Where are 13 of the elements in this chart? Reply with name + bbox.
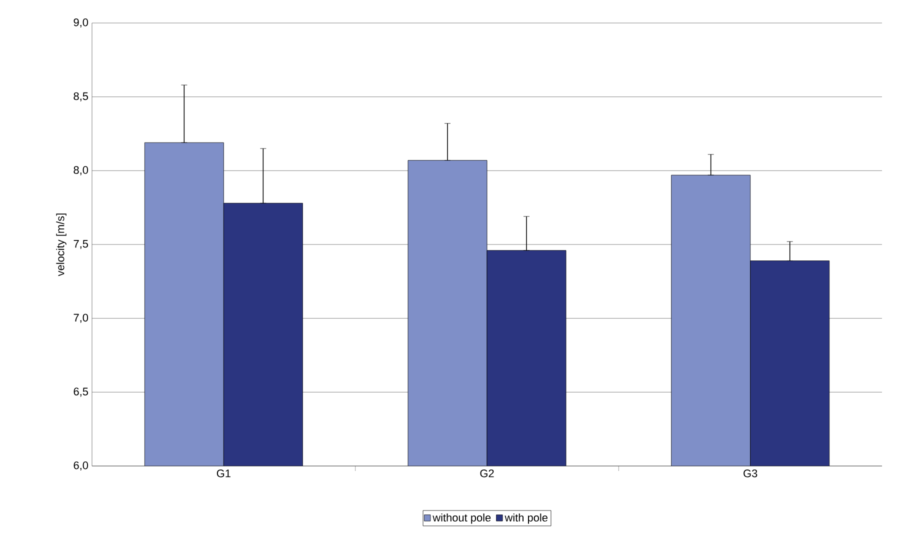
y-tick-label: 6,0 [74,461,88,471]
x-tick-label: G1 [216,470,230,478]
legend-label: without pole [432,513,491,524]
y-tick-label: 6,5 [74,388,88,397]
x-tick-label: G3 [744,470,758,478]
y-tick-label: 8,0 [74,166,88,176]
y-tick-label: 7,0 [74,314,88,323]
x-tick-label: G2 [480,470,494,478]
y-tick-label: 7,5 [74,240,88,249]
y-tick-label: 8,5 [74,92,88,102]
legend-label: with pole [504,513,548,524]
y-axis-title: velocity [m/s] [56,214,66,276]
y-tick-label: 9,0 [74,18,88,28]
